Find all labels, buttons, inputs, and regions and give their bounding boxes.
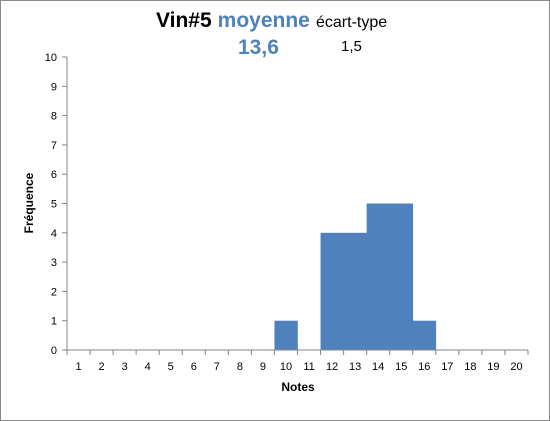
mean-label: moyenne: [217, 9, 310, 32]
y-tick-label: 3: [51, 257, 57, 269]
bar-12: [320, 232, 344, 350]
y-tick-label: 8: [51, 111, 57, 123]
bar-16: [412, 320, 437, 350]
x-tick-label: 11: [303, 361, 314, 373]
bars-group: [274, 203, 437, 350]
wine-label: Vin#5: [156, 9, 212, 32]
x-axis-label: Notes: [281, 380, 315, 394]
std-value: 1,5: [341, 38, 362, 55]
x-tick-label: 20: [510, 361, 522, 373]
x-tick-label: 5: [168, 361, 174, 373]
bar-15: [389, 203, 414, 350]
y-tick-label: 0: [51, 345, 57, 357]
y-tick-label: 6: [51, 169, 57, 181]
x-tick-label: 12: [326, 361, 338, 373]
std-label: écart-type: [316, 14, 388, 31]
x-tick-label: 14: [372, 361, 384, 373]
x-tick-label: 4: [145, 361, 151, 373]
y-tick-label: 5: [51, 199, 57, 211]
x-tick-label: 10: [280, 361, 292, 373]
x-tick-label: 6: [191, 361, 197, 373]
x-tick-label: 15: [395, 361, 407, 373]
y-tick-label: 1: [51, 316, 57, 328]
chart-heading: Vin#5 moyenne: [156, 9, 310, 33]
y-tick-label: 2: [51, 286, 57, 298]
x-tick-label: 16: [418, 361, 430, 373]
y-tick-label: 4: [51, 228, 57, 240]
bar-10: [274, 320, 298, 350]
x-tick-label: 13: [349, 361, 361, 373]
x-ticks-group: 1 2 3 4 5 6 7 8 9 10 11 12 13 14 15 16 17 18 19 20: [66, 350, 529, 373]
y-tick-label: 10: [45, 52, 57, 64]
x-tick-label: 1: [75, 361, 81, 373]
x-tick-label: 2: [99, 361, 105, 373]
bar-14: [366, 203, 390, 350]
x-tick-label: 7: [214, 361, 220, 373]
x-tick-label: 3: [122, 361, 128, 373]
x-tick-label: 8: [237, 361, 243, 373]
x-tick-label: 19: [487, 361, 499, 373]
y-tick-label: 9: [51, 81, 57, 93]
bar-13: [343, 232, 367, 350]
x-tick-label: 9: [260, 361, 266, 373]
x-tick-label: 18: [464, 361, 476, 373]
x-tick-label: 17: [441, 361, 453, 373]
y-axis-label: Fréquence: [22, 172, 36, 233]
y-ticks-group: 0 1 2 3 4 5 6 7 8 9 10: [45, 52, 67, 357]
mean-value: 13,6: [238, 36, 279, 59]
y-tick-label: 7: [51, 140, 57, 152]
